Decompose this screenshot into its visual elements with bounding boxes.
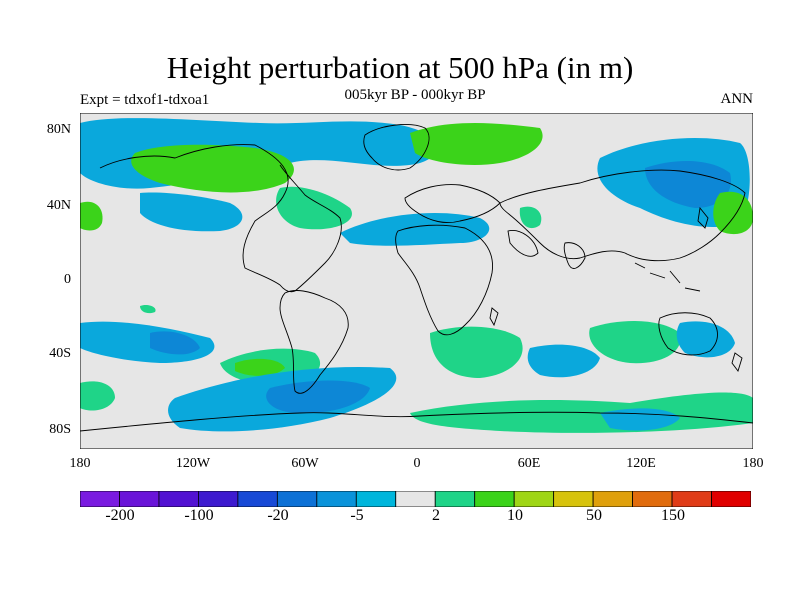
antarctica-coast (80, 411, 753, 432)
colorbar-label: -5 (350, 507, 364, 524)
lon-label-60e: 60E (517, 456, 541, 471)
colorbar-swatch (553, 491, 594, 507)
colorbar-label: -200 (105, 507, 135, 524)
anomaly-asia-negative-core (645, 161, 731, 208)
world-map (80, 113, 753, 449)
lat-label-40s: 40S (49, 346, 71, 361)
colorbar-swatch (671, 491, 712, 507)
colorbar-swatch (158, 491, 199, 507)
japan-coast (697, 206, 709, 229)
anomaly-s-atlantic-green (430, 326, 523, 378)
europe-coast (404, 184, 501, 224)
madagascar-coast (489, 307, 499, 327)
colorbar-swatch (198, 491, 239, 507)
colorbar-swatch (632, 491, 673, 507)
anomaly-mideast-green (519, 206, 542, 229)
plot-title: Height perturbation at 500 hPa (in m) (166, 50, 634, 85)
asia-coast (499, 169, 746, 262)
colorbar-swatch (276, 491, 318, 507)
colorbar-label: 2 (432, 507, 440, 524)
anomaly-s-ocean-blue-core (266, 380, 370, 414)
anomaly-n-atlantic-green (276, 186, 352, 230)
south-america-coast (279, 290, 349, 394)
anomaly-greenland-green (410, 123, 543, 165)
anomaly-se-pacific-green (80, 381, 115, 411)
colorbar-swatch (592, 491, 633, 507)
colorbar-label: -100 (184, 507, 214, 524)
lat-label-80n: 80N (46, 122, 71, 137)
lon-label-60w: 60W (291, 456, 319, 471)
lon-label-120w: 120W (175, 456, 211, 471)
colorbar-label: 150 (661, 507, 685, 524)
se-asia-islands (634, 262, 701, 292)
lon-label-180e: 180 (742, 456, 764, 471)
colorbar-swatch (434, 491, 476, 507)
anomaly-n-atlantic-blue (140, 192, 243, 232)
australia-coast (658, 312, 718, 356)
colorbar (80, 491, 751, 507)
colorbar-swatch (474, 491, 515, 507)
season-label: ANN (720, 91, 754, 107)
colorbar-swatch (119, 491, 160, 507)
lat-label-80s: 80S (49, 422, 71, 437)
colorbar-swatch (316, 491, 357, 507)
colorbar-swatch (395, 491, 436, 507)
coastlines (80, 124, 753, 432)
anomaly-aus-blue (676, 321, 735, 358)
new-zealand-coast (731, 352, 743, 372)
africa-coast (395, 224, 493, 336)
plot-subtitle: 005kyr BP - 000kyr BP (344, 87, 486, 103)
experiment-label: Expt = tdxof1-tdxoa1 (80, 92, 210, 108)
anomaly-canada-green (131, 144, 294, 193)
lon-label-180w: 180 (69, 456, 91, 471)
lon-label-120e: 120E (626, 456, 656, 471)
anomaly-s-indian-green (589, 321, 681, 364)
india-coast (563, 242, 586, 269)
colorbar-swatch (80, 491, 120, 507)
colorbar-label: 50 (586, 507, 602, 524)
lon-label-0: 0 (413, 456, 421, 471)
colorbar-swatch (237, 491, 278, 507)
anomaly-antarctic-blue-east (600, 408, 680, 431)
anomaly-s-america-green-core (235, 358, 285, 376)
anomaly-w-pacific-green (713, 191, 753, 235)
arabia-coast (507, 230, 539, 257)
colorbar-swatch (513, 491, 555, 507)
lat-label-40n: 40N (46, 198, 71, 213)
colorbar-swatch (711, 491, 751, 507)
north-america-coast (99, 144, 342, 293)
anomaly-s-pacific-blue-core (150, 331, 200, 355)
anomaly-n-africa-blue (340, 213, 490, 246)
colorbar-label: -20 (267, 507, 289, 524)
anomaly-s-indian-blue (527, 344, 600, 378)
lat-label-eq: 0 (64, 272, 71, 287)
greenland-coast (363, 124, 430, 171)
colorbar-swatch (355, 491, 397, 507)
anomaly-s-pacific-green-small (140, 304, 156, 314)
anomaly-pacific-green-nw (80, 201, 103, 231)
colorbar-label: 10 (507, 507, 523, 524)
anomaly-fills (80, 118, 753, 433)
